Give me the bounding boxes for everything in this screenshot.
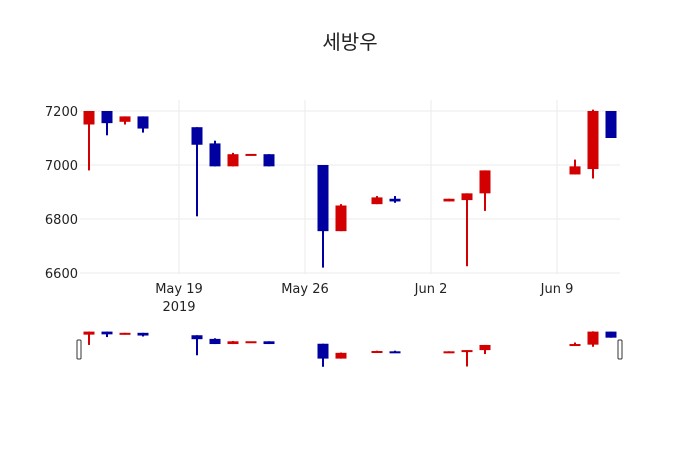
candle[interactable]	[605, 331, 617, 338]
y-axis: 6600 6800 7000 7200	[45, 105, 78, 282]
grid	[80, 100, 620, 274]
candle[interactable]	[587, 331, 599, 347]
candle[interactable]	[443, 198, 455, 202]
y-tick-label: 6800	[45, 213, 78, 228]
y-tick-label: 7200	[45, 105, 78, 120]
candle[interactable]	[479, 344, 491, 355]
candle[interactable]	[335, 352, 347, 359]
x-tick-year-label: 2019	[162, 300, 195, 315]
candle[interactable]	[389, 350, 401, 354]
y-tick-label: 7000	[45, 159, 78, 174]
y-tick-label: 6600	[45, 267, 78, 282]
candle[interactable]	[335, 204, 347, 232]
range-slider-left-handle[interactable]	[76, 339, 82, 360]
x-tick-label: May 26	[281, 282, 329, 297]
candle[interactable]	[191, 127, 203, 217]
candle[interactable]	[443, 351, 455, 354]
candle[interactable]	[119, 116, 131, 125]
candle[interactable]	[263, 154, 275, 167]
x-tick-label: Jun 2	[414, 282, 448, 297]
candle[interactable]	[263, 341, 275, 345]
candle[interactable]	[101, 111, 113, 136]
candle[interactable]	[587, 109, 599, 179]
candle[interactable]	[101, 331, 113, 338]
candle[interactable]	[479, 170, 491, 211]
candle[interactable]	[137, 332, 149, 337]
candles[interactable]	[83, 109, 617, 268]
candle[interactable]	[245, 341, 257, 344]
candle[interactable]	[371, 196, 383, 205]
candle[interactable]	[227, 341, 239, 345]
candle[interactable]	[209, 140, 221, 167]
candle[interactable]	[317, 165, 329, 268]
range-slider-right-handle[interactable]	[617, 339, 623, 360]
candle[interactable]	[191, 335, 203, 356]
candle[interactable]	[209, 338, 221, 345]
candle[interactable]	[83, 111, 95, 171]
candle[interactable]	[371, 350, 383, 354]
x-tick-label: May 19	[155, 282, 203, 297]
x-axis: May 19 2019 May 26 Jun 2 Jun 9	[155, 282, 573, 315]
candle[interactable]	[389, 196, 401, 203]
candle[interactable]	[605, 111, 617, 138]
candle[interactable]	[245, 153, 257, 156]
x-tick-label: Jun 9	[540, 282, 574, 297]
range-slider[interactable]	[76, 331, 623, 367]
candle[interactable]	[461, 350, 473, 367]
candle[interactable]	[137, 116, 149, 133]
candle[interactable]	[227, 152, 239, 167]
candle[interactable]	[317, 343, 329, 367]
candle[interactable]	[83, 331, 95, 345]
candle[interactable]	[119, 332, 131, 335]
candle[interactable]	[461, 193, 473, 267]
chart-title: 세방우	[322, 30, 377, 54]
candle[interactable]	[569, 342, 581, 347]
candle[interactable]	[569, 159, 581, 175]
